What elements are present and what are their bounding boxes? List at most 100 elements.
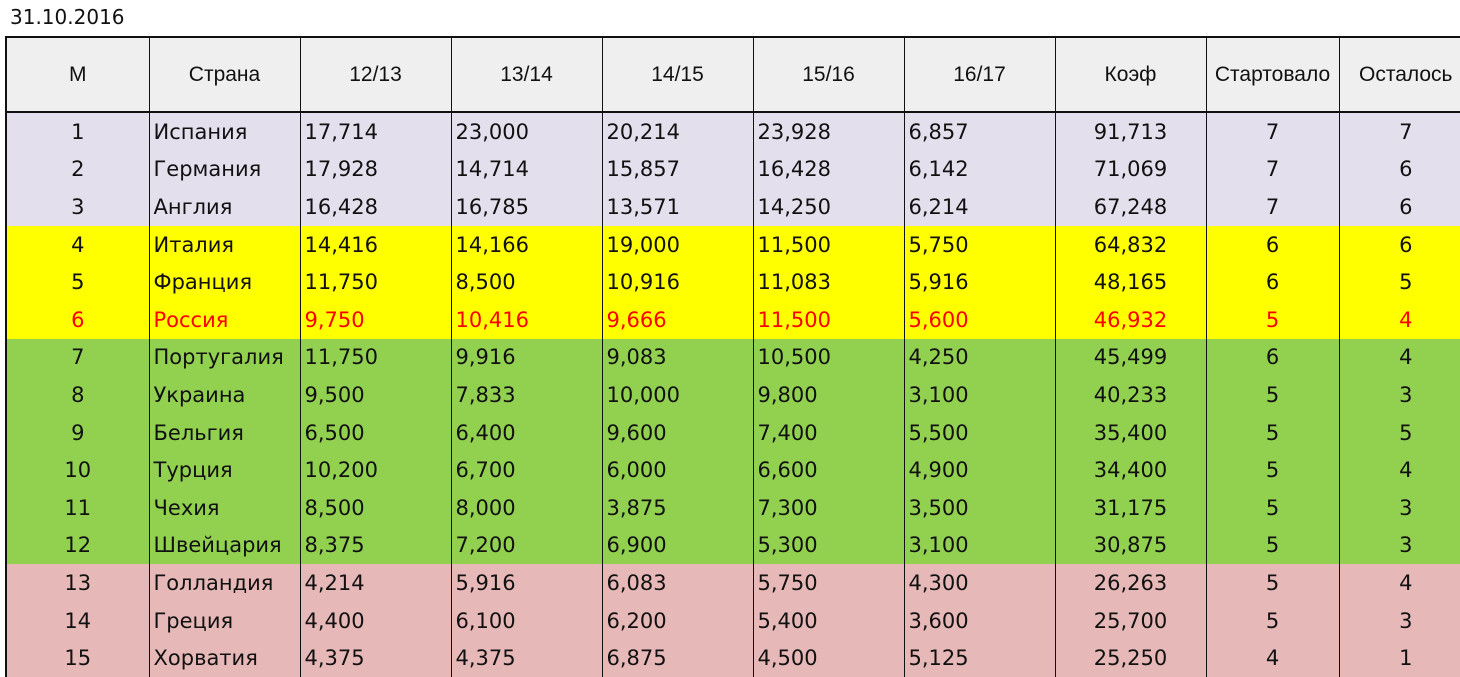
cell-season-1415: 9,666 — [601, 300, 754, 339]
cell-season-1314: 6,700 — [450, 451, 603, 489]
cell-season-1314: 7,200 — [450, 526, 603, 565]
cell-place: 10 — [5, 451, 150, 489]
table-row: 15 Хорватия 4,375 4,375 6,875 4,500 5,12… — [5, 639, 1460, 677]
table-row: 1 Испания 17,714 23,000 20,214 23,928 6,… — [5, 112, 1460, 151]
cell-started: 5 — [1205, 451, 1340, 489]
cell-season-1213: 11,750 — [299, 338, 452, 377]
cell-coefficient: 34,400 — [1054, 451, 1207, 489]
cell-place: 5 — [5, 263, 150, 301]
cell-place: 12 — [5, 526, 150, 565]
cell-started: 7 — [1205, 112, 1340, 151]
cell-season-1617: 5,600 — [903, 300, 1056, 339]
cell-season-1617: 6,214 — [903, 188, 1056, 226]
cell-season-1415: 6,000 — [601, 451, 754, 489]
cell-country: Франция — [148, 263, 301, 301]
cell-country: Турция — [148, 451, 301, 489]
cell-coefficient: 25,700 — [1054, 601, 1207, 640]
cell-country: Россия — [148, 300, 301, 339]
cell-coefficient: 30,875 — [1054, 526, 1207, 565]
table-row: 7 Португалия 11,750 9,916 9,083 10,500 4… — [5, 338, 1460, 377]
cell-season-1617: 5,916 — [903, 263, 1056, 301]
cell-season-1617: 6,142 — [903, 150, 1056, 189]
cell-season-1213: 17,714 — [299, 112, 452, 151]
cell-season-1415: 10,000 — [601, 376, 754, 414]
ranking-table: М Страна 12/13 13/14 14/15 15/16 16/17 К… — [5, 36, 1460, 677]
cell-season-1415: 13,571 — [601, 188, 754, 226]
cell-coefficient: 25,250 — [1054, 639, 1207, 677]
cell-remaining: 3 — [1338, 526, 1460, 565]
cell-started: 5 — [1205, 376, 1340, 414]
cell-season-1314: 8,500 — [450, 263, 603, 301]
cell-season-1314: 23,000 — [450, 112, 603, 151]
cell-season-1516: 7,400 — [752, 413, 905, 452]
cell-season-1213: 16,428 — [299, 188, 452, 226]
header-season-1617: 16/17 — [903, 36, 1056, 113]
cell-season-1516: 5,300 — [752, 526, 905, 565]
table-row: 3 Англия 16,428 16,785 13,571 14,250 6,2… — [5, 188, 1460, 226]
cell-coefficient: 35,400 — [1054, 413, 1207, 452]
cell-season-1213: 4,214 — [299, 564, 452, 602]
cell-season-1617: 5,125 — [903, 639, 1056, 677]
cell-started: 5 — [1205, 564, 1340, 602]
cell-remaining: 4 — [1338, 300, 1460, 339]
cell-started: 6 — [1205, 263, 1340, 301]
cell-season-1415: 9,083 — [601, 338, 754, 377]
cell-season-1516: 14,250 — [752, 188, 905, 226]
cell-country: Швейцария — [148, 526, 301, 565]
cell-place: 2 — [5, 150, 150, 189]
cell-season-1213: 8,375 — [299, 526, 452, 565]
cell-season-1516: 4,500 — [752, 639, 905, 677]
cell-coefficient: 91,713 — [1054, 112, 1207, 151]
table-row: 13 Голландия 4,214 5,916 6,083 5,750 4,3… — [5, 564, 1460, 602]
cell-season-1516: 9,800 — [752, 376, 905, 414]
cell-started: 5 — [1205, 601, 1340, 640]
cell-place: 13 — [5, 564, 150, 602]
cell-coefficient: 46,932 — [1054, 300, 1207, 339]
cell-country: Италия — [148, 225, 301, 264]
cell-season-1617: 4,900 — [903, 451, 1056, 489]
cell-country: Португалия — [148, 338, 301, 377]
table-row: 5 Франция 11,750 8,500 10,916 11,083 5,9… — [5, 263, 1460, 301]
cell-season-1516: 11,083 — [752, 263, 905, 301]
cell-season-1516: 7,300 — [752, 488, 905, 527]
cell-season-1415: 6,083 — [601, 564, 754, 602]
cell-coefficient: 26,263 — [1054, 564, 1207, 602]
cell-started: 7 — [1205, 150, 1340, 189]
cell-season-1213: 14,416 — [299, 225, 452, 264]
cell-remaining: 7 — [1338, 112, 1460, 151]
cell-country: Бельгия — [148, 413, 301, 452]
cell-place: 6 — [5, 300, 150, 339]
header-season-1415: 14/15 — [601, 36, 754, 113]
cell-season-1617: 3,500 — [903, 488, 1056, 527]
table-row: 8 Украина 9,500 7,833 10,000 9,800 3,100… — [5, 376, 1460, 414]
header-coefficient: Коэф — [1054, 36, 1207, 113]
cell-season-1617: 3,100 — [903, 526, 1056, 565]
cell-started: 4 — [1205, 639, 1340, 677]
cell-season-1415: 20,214 — [601, 112, 754, 151]
cell-season-1516: 6,600 — [752, 451, 905, 489]
cell-country: Германия — [148, 150, 301, 189]
cell-season-1213: 8,500 — [299, 488, 452, 527]
cell-season-1213: 4,400 — [299, 601, 452, 640]
header-place: М — [5, 36, 150, 113]
cell-coefficient: 67,248 — [1054, 188, 1207, 226]
cell-coefficient: 71,069 — [1054, 150, 1207, 189]
cell-started: 5 — [1205, 300, 1340, 339]
cell-season-1415: 3,875 — [601, 488, 754, 527]
cell-place: 11 — [5, 488, 150, 527]
cell-remaining: 3 — [1338, 376, 1460, 414]
cell-season-1617: 6,857 — [903, 112, 1056, 151]
cell-coefficient: 48,165 — [1054, 263, 1207, 301]
cell-season-1516: 23,928 — [752, 112, 905, 151]
cell-place: 4 — [5, 225, 150, 264]
cell-season-1314: 6,100 — [450, 601, 603, 640]
cell-season-1213: 9,750 — [299, 300, 452, 339]
cell-season-1314: 4,375 — [450, 639, 603, 677]
cell-remaining: 4 — [1338, 451, 1460, 489]
header-season-1516: 15/16 — [752, 36, 905, 113]
cell-country: Чехия — [148, 488, 301, 527]
cell-started: 5 — [1205, 526, 1340, 565]
cell-season-1213: 4,375 — [299, 639, 452, 677]
header-season-1213: 12/13 — [299, 36, 452, 113]
cell-coefficient: 40,233 — [1054, 376, 1207, 414]
